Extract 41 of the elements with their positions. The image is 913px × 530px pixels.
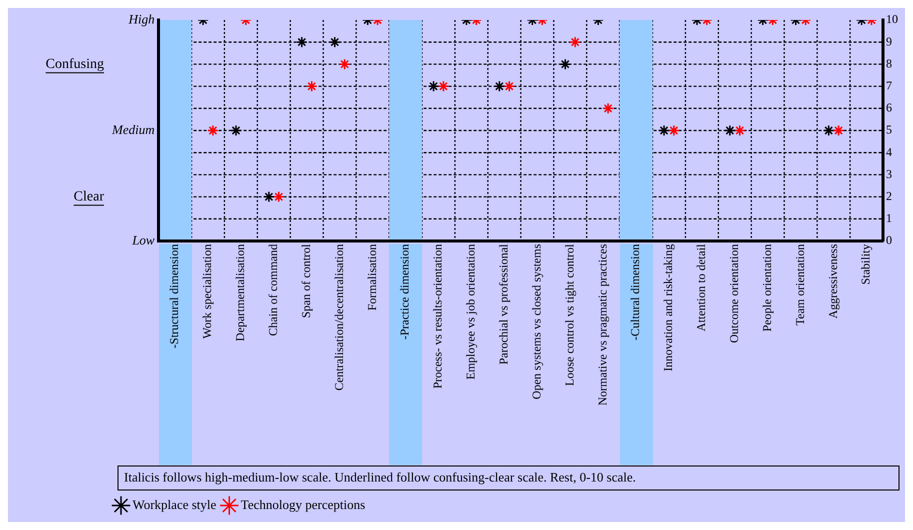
y-tick-label: 0: [886, 233, 892, 248]
x-tick-label: Aggressiveness: [826, 244, 840, 319]
y-tick-label: 8: [886, 56, 892, 70]
y-tick-label: 9: [886, 34, 892, 48]
category-label: High: [128, 11, 155, 26]
x-tick-label: Innovation and risk-taking: [661, 244, 676, 372]
y-tick-label: 6: [886, 100, 892, 115]
text: Confusing: [46, 56, 104, 72]
x-tick-label: Attention to detail: [694, 243, 708, 332]
x-tick-label: Span of control: [298, 243, 313, 318]
legend-label: Workplace style: [132, 496, 217, 512]
x-tick-label: Employee vs job orientation: [464, 244, 478, 380]
x-tick-label: -Cultural dimension: [628, 244, 642, 340]
category-label: Medium: [112, 122, 155, 137]
x-tick-label: Process- vs results-orientation: [430, 244, 445, 389]
y-tick-label: 5: [886, 122, 892, 137]
x-tick-label: Departmentalisation: [233, 244, 248, 342]
x-tick-label: People orientation: [760, 244, 774, 332]
y-tick-label: 10: [886, 12, 898, 26]
x-tick-label: Normative vs pragmatic practices: [595, 244, 610, 406]
x-tick-label: Chain of command: [266, 244, 280, 336]
x-tick-label: Work specialisation: [200, 244, 214, 339]
y-tick-label: 1: [886, 211, 892, 226]
x-tick-label: Team orientation: [792, 244, 807, 326]
x-tick-label: Formalisation: [364, 244, 379, 311]
x-tick-label: Loose control vs tight control: [562, 243, 576, 386]
x-tick-label: -Practice dimension: [398, 244, 412, 340]
legend-label: Technology perceptions: [240, 496, 366, 512]
text: Italicis follows high-medium-low scale. Underlined follow confusing-clear scale. Rest, 0-10 scale.: [124, 469, 636, 484]
x-tick-label: Outcome orientation: [726, 244, 741, 343]
x-tick-label: Centralisation/decentralisation: [332, 244, 346, 391]
y-tick-label: 3: [886, 166, 892, 181]
y-tick-label: 7: [886, 78, 892, 92]
y-tick-label: 2: [886, 188, 892, 203]
x-tick-label: Open systems vs closed systems: [529, 244, 544, 400]
x-tick-label: Stability: [858, 244, 873, 285]
x-tick-label: -Structural dimension: [167, 244, 182, 348]
text: Clear: [74, 189, 104, 204]
y-tick-label: 4: [886, 144, 892, 159]
category-label: Low: [132, 232, 155, 248]
x-tick-label: Parochial vs professional: [496, 243, 510, 365]
